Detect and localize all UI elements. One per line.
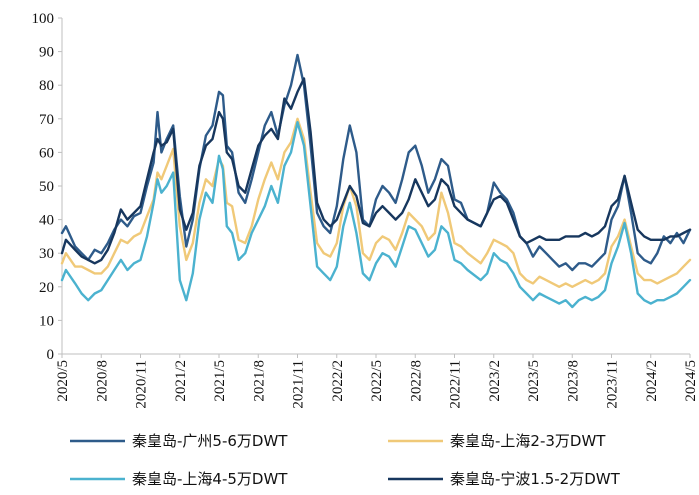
y-tick-label: 40 xyxy=(39,213,54,229)
x-tick-label: 2021/11 xyxy=(291,360,307,409)
legend-label-2: 秦皇岛-上海2-3万DWT xyxy=(450,432,606,450)
x-tick-label: 2023/2 xyxy=(487,360,503,402)
x-tick-label: 2024/5 xyxy=(683,360,699,402)
x-tick-label: 2021/5 xyxy=(212,360,228,402)
y-tick-label: 100 xyxy=(32,11,55,27)
y-tick-label: 30 xyxy=(39,246,54,262)
y-tick-label: 60 xyxy=(39,145,54,161)
chart-series xyxy=(60,53,692,309)
x-tick-label: 2020/11 xyxy=(134,360,150,409)
series-line-2 xyxy=(60,117,692,288)
x-tick-label: 2023/8 xyxy=(565,360,581,402)
x-tick-label: 2020/5 xyxy=(55,360,71,402)
series-line-1 xyxy=(60,53,692,272)
legend-label-3: 秦皇岛-上海4-5万DWT xyxy=(132,470,288,488)
x-tick-label: 2021/2 xyxy=(173,360,189,402)
x-tick-label: 2022/11 xyxy=(448,360,464,409)
x-tick-label: 2021/8 xyxy=(251,360,267,402)
series-line-4 xyxy=(60,77,692,265)
y-tick-label: 70 xyxy=(39,112,54,128)
chart-legend: 秦皇岛-广州5-6万DWT 秦皇岛-上海2-3万DWT 秦皇岛-上海4-5万DWT 秦… xyxy=(70,432,621,488)
x-tick-label: 2023/5 xyxy=(526,360,542,402)
y-tick-label: 10 xyxy=(39,313,54,329)
y-tick-label: 80 xyxy=(39,78,54,94)
y-tick-label: 90 xyxy=(39,45,54,61)
chart-axes: 0 10 20 30 40 50 60 70 80 90 100 2020/5 2020/8 2020/1… xyxy=(32,11,699,409)
x-tick-label: 2022/5 xyxy=(369,360,385,402)
y-tick-label: 20 xyxy=(39,280,54,296)
x-tick-label: 2022/2 xyxy=(330,360,346,402)
series-line-3 xyxy=(60,121,692,309)
x-tick-label: 2023/11 xyxy=(605,360,621,409)
x-tick-label: 2024/2 xyxy=(644,360,660,402)
y-tick-label: 50 xyxy=(39,179,54,195)
x-tick-label: 2020/8 xyxy=(94,360,110,402)
legend-label-4: 秦皇岛-宁波1.5-2万DWT xyxy=(450,470,621,488)
x-tick-label: 2022/8 xyxy=(408,360,424,402)
y-tick-label: 0 xyxy=(47,347,55,363)
legend-label-1: 秦皇岛-广州5-6万DWT xyxy=(132,432,288,450)
